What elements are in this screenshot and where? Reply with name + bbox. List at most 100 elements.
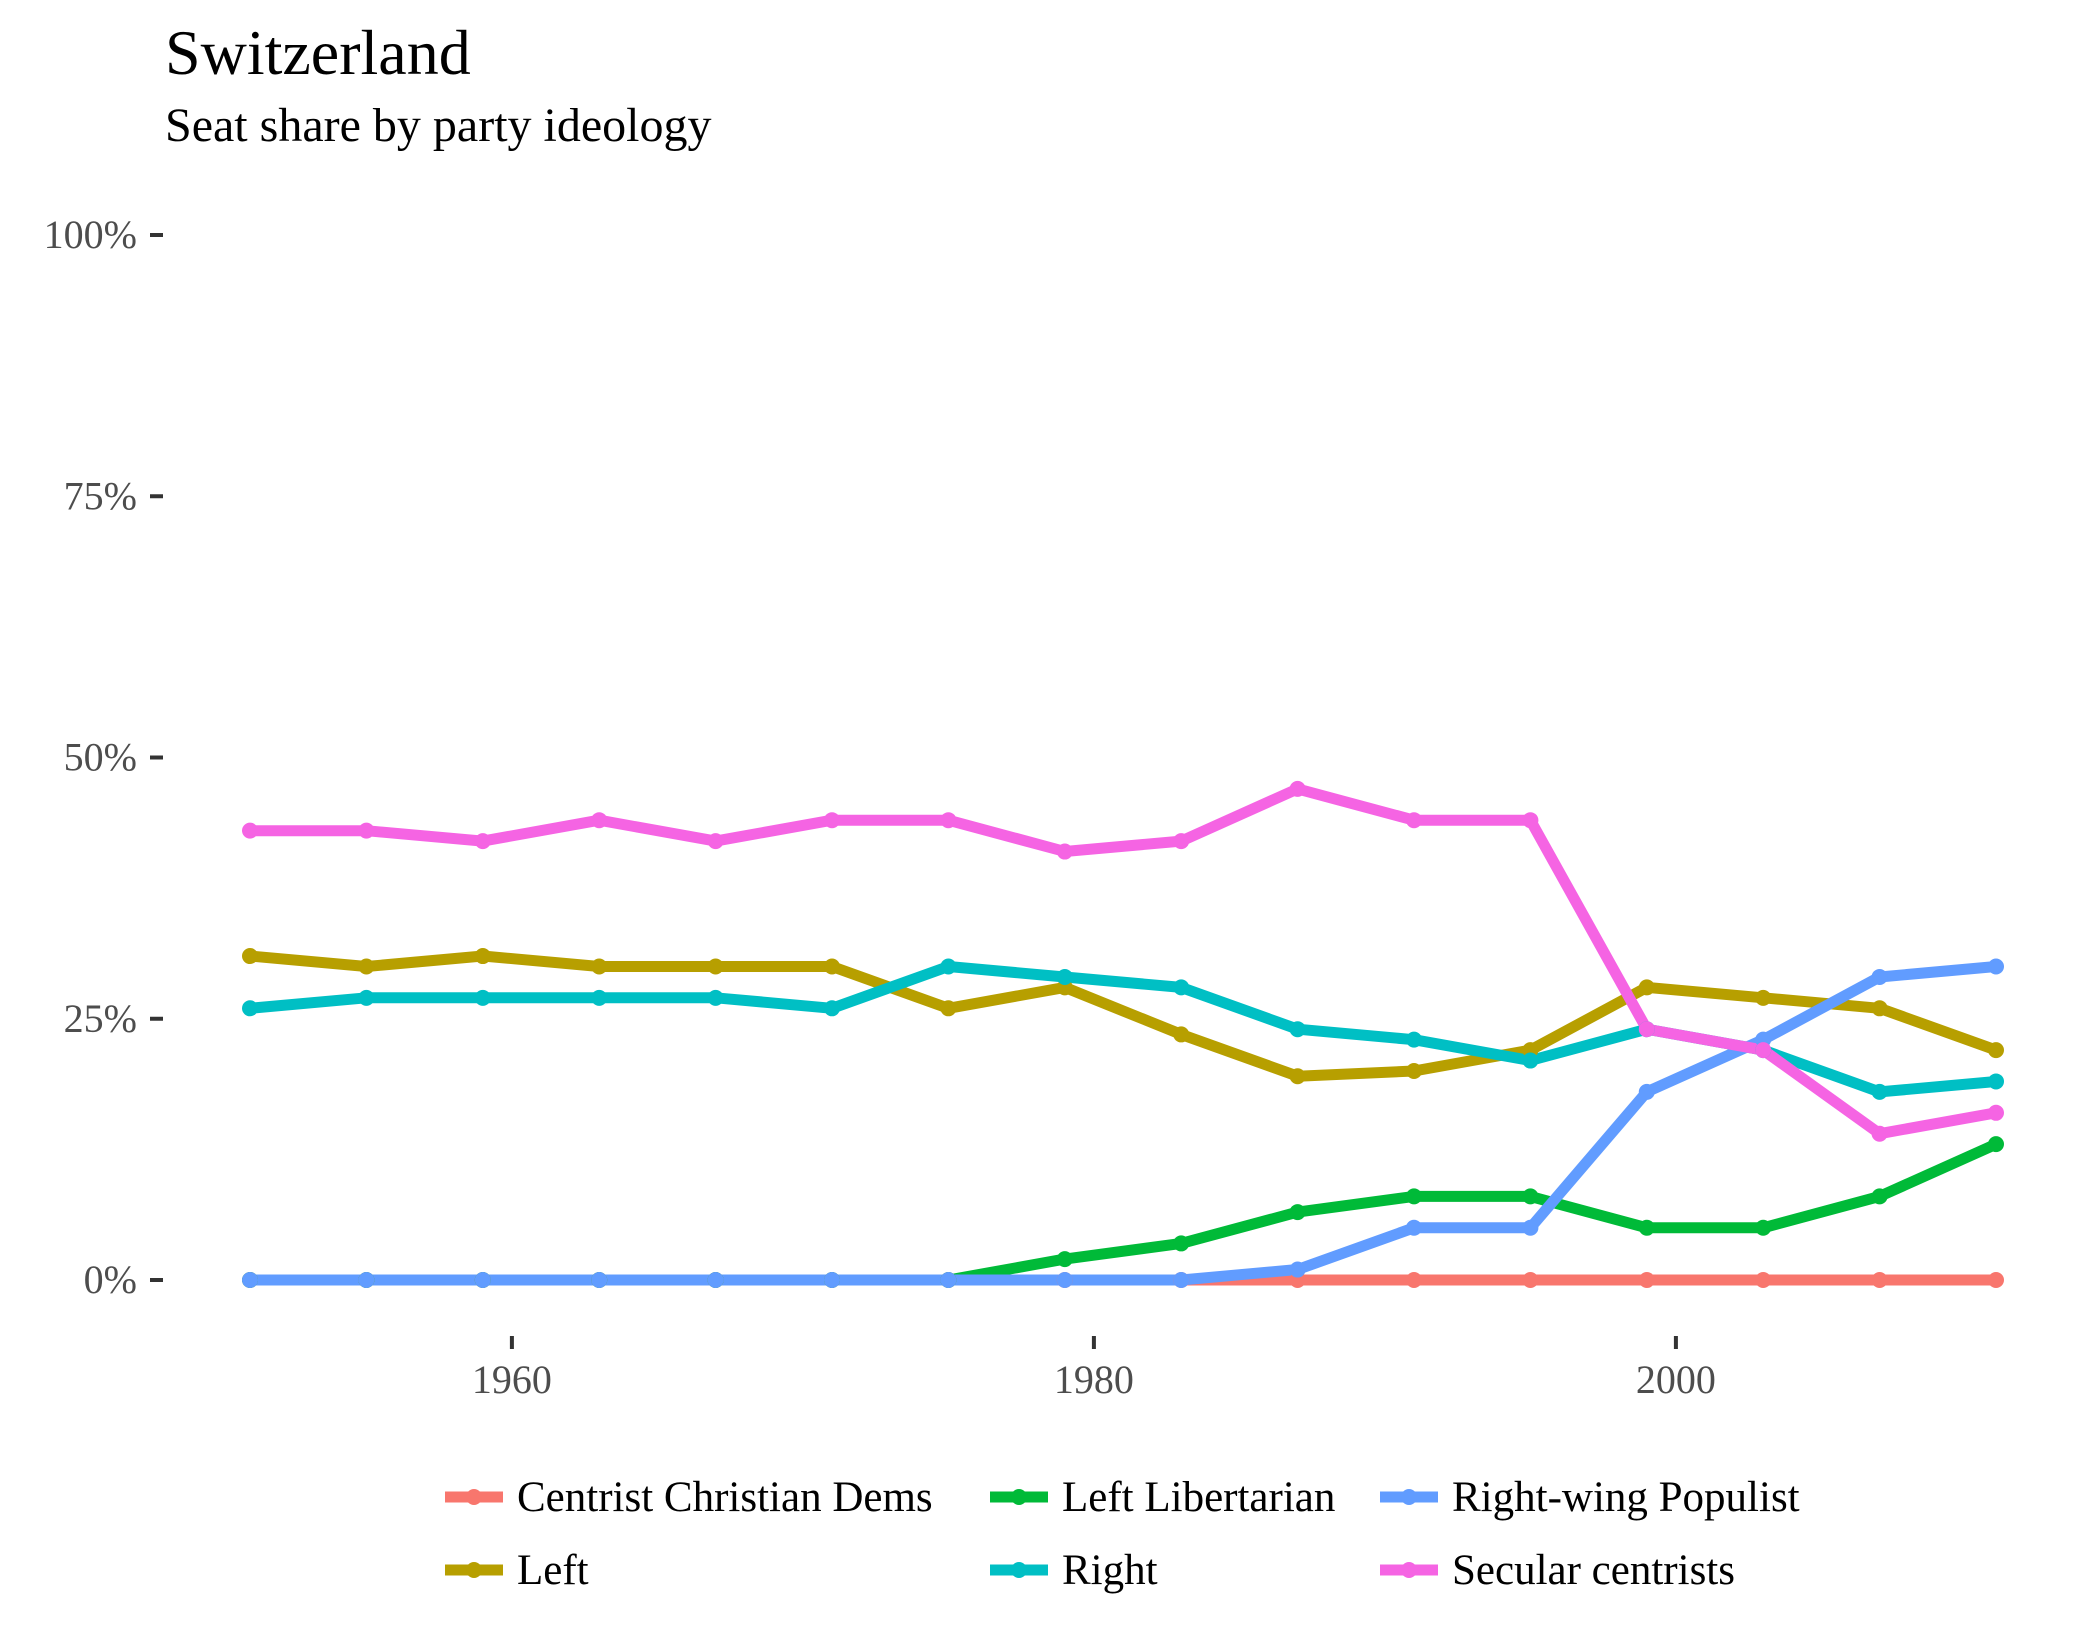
legend-label: Left <box>517 1547 589 1594</box>
legend-item-left: Left <box>445 1547 589 1594</box>
data-point-left <box>1755 989 1772 1006</box>
data-point-centrist-christian-dems <box>1638 1272 1655 1288</box>
data-point-secular-centrists <box>940 812 957 829</box>
data-point-right-wing-populist <box>1173 1272 1190 1288</box>
data-point-centrist-christian-dems <box>1988 1272 2004 1288</box>
data-point-centrist-christian-dems <box>1755 1272 1772 1288</box>
data-point-left <box>1289 1068 1306 1085</box>
data-point-secular-centrists <box>1871 1125 1888 1142</box>
data-point-right-wing-populist <box>1871 968 1888 985</box>
data-point-secular-centrists <box>242 822 258 839</box>
legend-label: Right <box>1062 1547 1158 1594</box>
data-point-right-wing-populist <box>940 1272 957 1288</box>
data-point-right <box>1056 968 1073 985</box>
y-tick-label: 75% <box>64 473 137 518</box>
data-point-right <box>591 989 608 1006</box>
data-point-right-wing-populist <box>1522 1219 1539 1236</box>
data-point-right-wing-populist <box>358 1272 375 1288</box>
y-tick-label: 50% <box>64 735 137 780</box>
data-point-right <box>1988 1073 2004 1090</box>
data-point-right-wing-populist <box>1638 1083 1655 1100</box>
data-point-centrist-christian-dems <box>1522 1272 1539 1288</box>
data-point-right <box>940 958 957 975</box>
data-point-secular-centrists <box>358 822 375 839</box>
legend-key-point <box>466 1562 482 1578</box>
data-point-right <box>1522 1052 1539 1069</box>
data-point-centrist-christian-dems <box>1406 1272 1422 1288</box>
data-point-left <box>1406 1063 1422 1079</box>
series-line-right <box>244 961 2002 1098</box>
data-point-right <box>1173 979 1190 996</box>
data-point-right <box>707 989 724 1006</box>
data-point-left <box>1871 1000 1888 1017</box>
data-point-left-libertarian <box>1289 1204 1306 1221</box>
legend: Centrist Christian Dems Left Libertarian R… <box>445 1474 1800 1594</box>
data-point-secular-centrists <box>707 833 724 850</box>
x-tick-label: 1980 <box>1054 1357 1134 1402</box>
data-point-right <box>824 1000 840 1017</box>
legend-item-right: Right <box>990 1547 1158 1594</box>
data-point-left <box>1173 1026 1190 1043</box>
data-point-left-libertarian <box>1406 1188 1422 1205</box>
legend-key-point <box>1011 1489 1027 1505</box>
chart-subtitle: Seat share by party ideology <box>165 99 712 152</box>
data-point-left <box>707 958 724 975</box>
legend-key-point <box>1401 1562 1417 1578</box>
data-point-left <box>474 948 491 965</box>
data-point-right-wing-populist <box>824 1272 840 1288</box>
legend-key-point <box>1401 1489 1417 1505</box>
data-point-secular-centrists <box>1522 812 1539 829</box>
data-point-left-libertarian <box>1056 1251 1073 1268</box>
series-lines <box>244 783 2002 1286</box>
data-point-left-libertarian <box>1988 1136 2004 1153</box>
data-point-right <box>1289 1021 1306 1038</box>
legend-label: Right-wing Populist <box>1452 1474 1800 1521</box>
legend-item-left-libertarian: Left Libertarian <box>990 1474 1335 1521</box>
data-point-left-libertarian <box>1638 1219 1655 1236</box>
legend-key-point <box>466 1489 482 1505</box>
legend-label: Secular centrists <box>1452 1547 1735 1594</box>
data-point-left-libertarian <box>1755 1219 1772 1236</box>
x-tick-label: 2000 <box>1636 1357 1716 1402</box>
data-point-secular-centrists <box>474 833 491 850</box>
data-point-right <box>242 1000 258 1017</box>
data-point-right-wing-populist <box>1406 1219 1422 1236</box>
data-point-secular-centrists <box>1173 833 1190 850</box>
data-point-left <box>242 948 258 965</box>
series-line-left <box>244 950 2002 1082</box>
x-tick-label: 1960 <box>472 1357 552 1402</box>
data-point-right-wing-populist <box>1289 1261 1306 1278</box>
data-point-secular-centrists <box>1406 812 1422 829</box>
data-point-secular-centrists <box>1638 1021 1655 1038</box>
y-tick-label: 100% <box>44 212 137 257</box>
data-point-right <box>1871 1083 1888 1100</box>
data-point-left-libertarian <box>1522 1188 1539 1205</box>
data-point-left <box>1988 1042 2004 1059</box>
series-line-left-libertarian <box>244 1138 2002 1286</box>
y-tick-label: 25% <box>64 996 137 1041</box>
data-point-left <box>940 1000 957 1017</box>
data-point-left-libertarian <box>1173 1235 1190 1252</box>
data-point-right-wing-populist <box>1056 1272 1073 1288</box>
data-point-left <box>824 958 840 975</box>
data-point-right-wing-populist <box>707 1272 724 1288</box>
series-line-secular-centrists <box>244 783 2002 1140</box>
data-point-left-libertarian <box>1871 1188 1888 1205</box>
data-point-left <box>591 958 608 975</box>
data-point-secular-centrists <box>1289 780 1306 797</box>
legend-label: Left Libertarian <box>1062 1474 1335 1521</box>
data-point-left <box>1638 979 1655 996</box>
data-point-secular-centrists <box>591 812 608 829</box>
data-point-secular-centrists <box>1755 1042 1772 1059</box>
legend-item-centrist-christian-dems: Centrist Christian Dems <box>445 1474 933 1521</box>
series-points <box>242 780 2004 1288</box>
data-point-secular-centrists <box>824 812 840 829</box>
data-point-secular-centrists <box>1056 843 1073 860</box>
data-point-right-wing-populist <box>242 1272 258 1288</box>
data-point-right <box>474 989 491 1006</box>
data-point-right <box>358 989 375 1006</box>
legend-item-right-wing-populist: Right-wing Populist <box>1380 1474 1800 1521</box>
data-point-right <box>1406 1031 1422 1048</box>
y-tick-label: 0% <box>84 1257 137 1302</box>
